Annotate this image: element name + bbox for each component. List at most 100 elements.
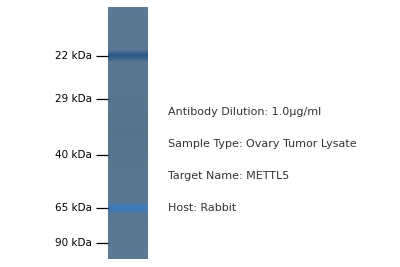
Bar (108, 80, 148, 82)
Bar (108, 217, 148, 219)
Bar (108, 144, 148, 146)
Bar (108, 219, 148, 221)
Bar (108, 56, 148, 58)
Bar (108, 230, 148, 231)
Bar (108, 93, 148, 95)
Bar (108, 95, 148, 97)
Bar (108, 160, 148, 162)
Bar (108, 207, 148, 209)
Bar (108, 36, 148, 38)
Bar (108, 213, 148, 214)
Bar (108, 11, 148, 13)
Bar (108, 57, 148, 58)
Bar (108, 227, 148, 229)
Bar (108, 79, 148, 81)
Bar (108, 21, 148, 23)
Bar (108, 105, 148, 107)
Bar (108, 101, 148, 103)
Bar (108, 24, 148, 26)
Bar (108, 16, 148, 18)
Text: Sample Type: Ovary Tumor Lysate: Sample Type: Ovary Tumor Lysate (168, 139, 357, 149)
Bar (108, 76, 148, 78)
Bar (108, 147, 148, 148)
Bar (108, 51, 148, 52)
Bar (108, 237, 148, 239)
Bar (108, 253, 148, 255)
Bar (108, 163, 148, 165)
Bar (108, 109, 148, 111)
Bar (108, 199, 148, 201)
Bar (108, 133, 148, 135)
Bar (108, 60, 148, 62)
Bar (108, 232, 148, 234)
Bar (108, 179, 148, 181)
Bar (108, 58, 148, 60)
Bar (108, 44, 148, 46)
Bar (108, 128, 148, 130)
Bar (108, 115, 148, 117)
Bar (108, 212, 148, 214)
Bar (108, 142, 148, 144)
Bar (108, 9, 148, 10)
Bar (108, 205, 148, 206)
Bar (108, 33, 148, 34)
Bar (108, 59, 148, 61)
Bar (108, 248, 148, 250)
Bar (108, 251, 148, 253)
Bar (108, 213, 148, 215)
Bar (108, 114, 148, 116)
Bar (108, 73, 148, 74)
Bar (108, 186, 148, 187)
Bar (108, 59, 148, 60)
Bar (108, 172, 148, 174)
Bar (108, 156, 148, 157)
Bar (108, 127, 148, 128)
Bar (108, 146, 148, 147)
Bar (108, 208, 148, 209)
Bar (108, 182, 148, 184)
Bar (108, 215, 148, 216)
Bar (108, 152, 148, 154)
Bar (108, 98, 148, 100)
Bar (108, 26, 148, 28)
Bar (108, 118, 148, 120)
Bar (108, 187, 148, 189)
Text: Target Name: METTL5: Target Name: METTL5 (168, 171, 289, 181)
Bar (108, 92, 148, 93)
Bar (108, 54, 148, 56)
Text: 40 kDa: 40 kDa (55, 150, 92, 160)
Bar (108, 134, 148, 136)
Bar (108, 97, 148, 98)
Bar (108, 231, 148, 233)
Text: 65 kDa: 65 kDa (55, 203, 92, 213)
Bar (108, 54, 148, 56)
Bar (108, 214, 148, 215)
Bar (108, 178, 148, 180)
Bar (108, 123, 148, 125)
Bar (108, 211, 148, 212)
Bar (108, 135, 148, 137)
Bar (108, 151, 148, 152)
Bar (108, 218, 148, 220)
Bar (108, 19, 148, 21)
Bar (108, 246, 148, 248)
Bar (108, 206, 148, 207)
Text: 22 kDa: 22 kDa (55, 51, 92, 61)
Bar (108, 113, 148, 115)
Bar (108, 31, 148, 33)
Bar (108, 58, 148, 59)
Bar (108, 173, 148, 175)
Bar (108, 201, 148, 202)
Bar (108, 207, 148, 208)
Bar (108, 201, 148, 202)
Bar (108, 192, 148, 194)
Bar (108, 20, 148, 22)
Bar (108, 85, 148, 87)
Bar (108, 209, 148, 210)
Bar (108, 203, 148, 205)
Bar (108, 143, 148, 145)
Bar (108, 89, 148, 91)
Bar (108, 70, 148, 72)
Bar (108, 194, 148, 196)
Bar (108, 203, 148, 204)
